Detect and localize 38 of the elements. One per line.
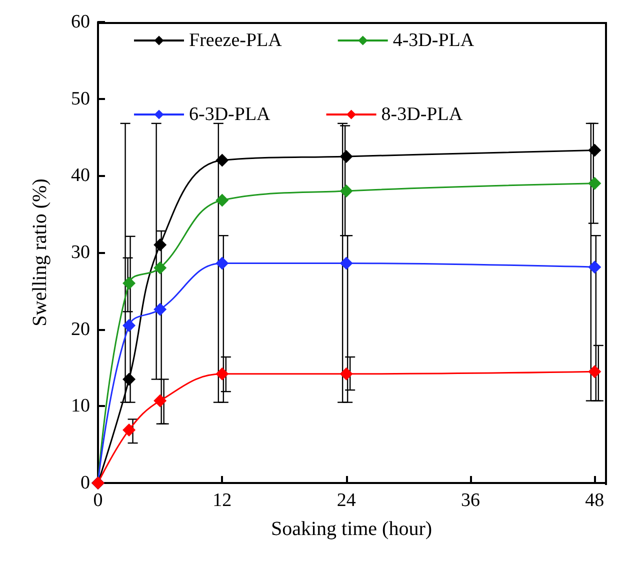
point bbox=[122, 372, 136, 386]
y-tick-label: 0 bbox=[80, 472, 90, 494]
y-tick-label: 10 bbox=[71, 396, 90, 417]
legend-label: 6-3D-PLA bbox=[189, 104, 271, 125]
point bbox=[154, 302, 167, 316]
point bbox=[216, 256, 229, 270]
legend-label: 4-3D-PLA bbox=[392, 30, 474, 51]
point bbox=[588, 144, 602, 157]
y-tick-label: 20 bbox=[71, 318, 90, 340]
point bbox=[340, 184, 353, 198]
point bbox=[122, 423, 136, 436]
x-tick-label: 48 bbox=[585, 490, 604, 511]
point bbox=[216, 154, 229, 167]
point bbox=[588, 260, 602, 274]
point bbox=[340, 150, 353, 163]
point bbox=[340, 256, 353, 270]
x-tick-label: 24 bbox=[336, 490, 356, 511]
point bbox=[154, 238, 167, 252]
x-axis-title: Soaking time (hour) bbox=[270, 518, 432, 540]
y-tick-label: 40 bbox=[71, 165, 90, 186]
y-axis-title: Swelling ratio (%) bbox=[29, 178, 51, 326]
point bbox=[340, 367, 353, 380]
point bbox=[216, 194, 229, 207]
legend-label: Freeze-PLA bbox=[189, 30, 282, 51]
y-tick-label: 60 bbox=[71, 12, 90, 32]
point bbox=[154, 394, 167, 408]
point bbox=[216, 367, 229, 380]
legend-label: 8-3D-PLA bbox=[381, 104, 463, 125]
point bbox=[588, 176, 602, 190]
point bbox=[588, 365, 602, 378]
y-tick-label: 50 bbox=[71, 88, 90, 110]
y-tick-label: 30 bbox=[71, 242, 90, 263]
point bbox=[154, 261, 167, 274]
x-tick-label: 36 bbox=[460, 490, 480, 511]
x-tick-label: 12 bbox=[212, 490, 232, 511]
point bbox=[122, 318, 136, 332]
x-tick-label: 0 bbox=[93, 490, 103, 511]
point bbox=[122, 276, 136, 290]
